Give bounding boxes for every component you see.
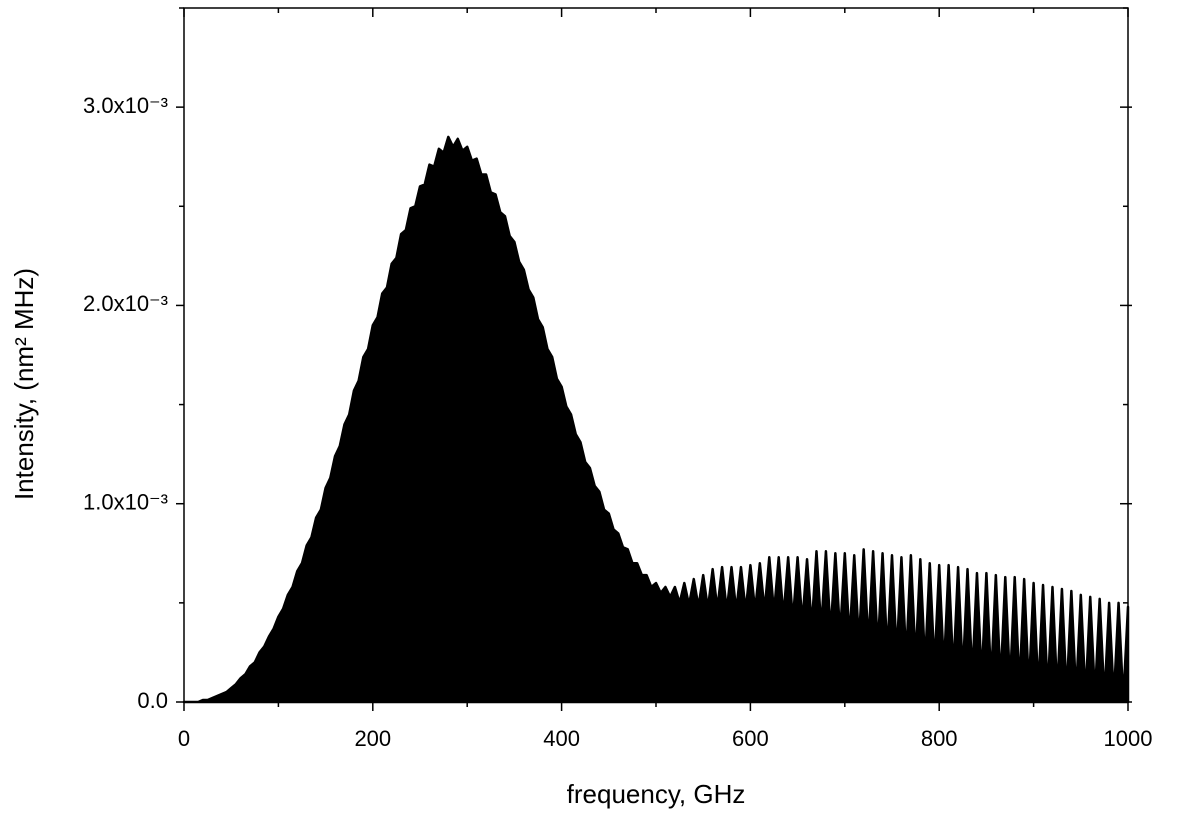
x-tick-label: 0 <box>178 726 190 751</box>
x-axis-label: frequency, GHz <box>567 779 746 809</box>
y-tick-label: 1.0x10⁻³ <box>83 490 168 515</box>
x-tick-label: 600 <box>732 726 769 751</box>
x-tick-label: 200 <box>354 726 391 751</box>
y-tick-label: 3.0x10⁻³ <box>83 93 168 118</box>
y-tick-label: 2.0x10⁻³ <box>83 291 168 316</box>
x-tick-label: 1000 <box>1104 726 1153 751</box>
y-axis-label: Intensity, (nm² MHz) <box>9 268 39 500</box>
y-tick-label: 0.0 <box>137 688 168 713</box>
spectrum-area <box>182 135 1130 704</box>
x-tick-label: 400 <box>543 726 580 751</box>
x-tick-label: 800 <box>921 726 958 751</box>
